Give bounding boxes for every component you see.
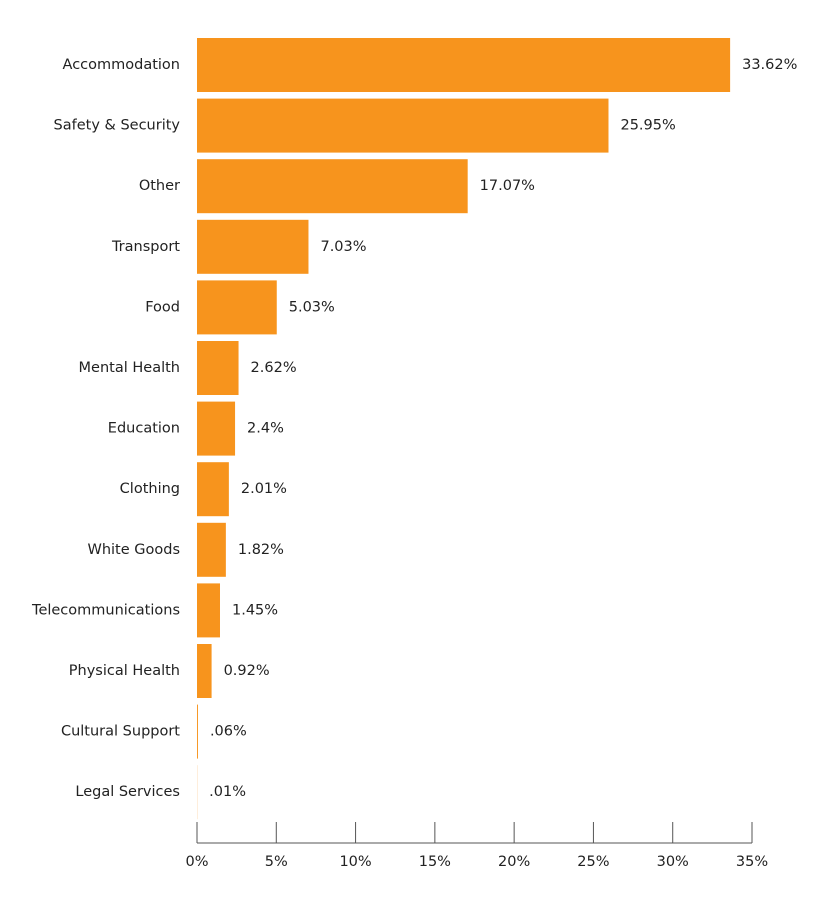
y-tick-label: Telecommunications — [31, 602, 180, 618]
y-tick-label: Clothing — [120, 481, 180, 497]
bar — [197, 219, 309, 274]
y-tick-label: Education — [108, 421, 180, 437]
value-label: 1.45% — [232, 602, 278, 618]
x-tick-label: 25% — [577, 854, 609, 870]
value-label: 33.62% — [742, 57, 797, 73]
bar — [197, 341, 239, 395]
value-label: 25.95% — [620, 118, 675, 134]
x-tick-label: 35% — [736, 854, 768, 870]
x-tick-label: 0% — [185, 854, 208, 870]
y-tick-label: Safety & Security — [54, 118, 181, 134]
bar — [197, 644, 212, 698]
value-label: 2.4% — [247, 421, 284, 437]
value-label: .06% — [210, 724, 247, 740]
y-tick-label: Legal Services — [75, 784, 180, 800]
y-tick-label: White Goods — [87, 542, 180, 558]
value-label: 5.03% — [289, 299, 335, 315]
bar — [197, 704, 198, 759]
value-label: 0.92% — [224, 663, 270, 679]
bar — [197, 583, 220, 638]
value-label: 7.03% — [320, 239, 366, 255]
y-tick-label: Cultural Support — [61, 724, 180, 740]
x-tick-label: 30% — [657, 854, 689, 870]
bar — [197, 159, 468, 214]
y-tick-label: Other — [139, 178, 180, 194]
bar — [197, 280, 277, 335]
bar — [197, 522, 226, 577]
value-label: 2.62% — [251, 360, 297, 376]
x-tick-label: 5% — [265, 854, 288, 870]
bar — [197, 38, 731, 92]
value-label: 2.01% — [241, 481, 287, 497]
x-tick-label: 20% — [498, 854, 530, 870]
y-tick-label: Accommodation — [63, 57, 180, 73]
value-label: 17.07% — [480, 178, 535, 194]
value-label: .01% — [209, 784, 246, 800]
y-tick-label: Mental Health — [79, 360, 180, 376]
bar — [197, 401, 236, 456]
x-tick-label: 15% — [419, 854, 451, 870]
value-label: 1.82% — [238, 542, 284, 558]
x-tick-label: 10% — [339, 854, 371, 870]
bar — [197, 462, 229, 517]
bar — [197, 98, 609, 153]
y-tick-label: Transport — [111, 239, 180, 255]
y-tick-label: Food — [145, 299, 180, 315]
y-tick-label: Physical Health — [69, 663, 180, 679]
